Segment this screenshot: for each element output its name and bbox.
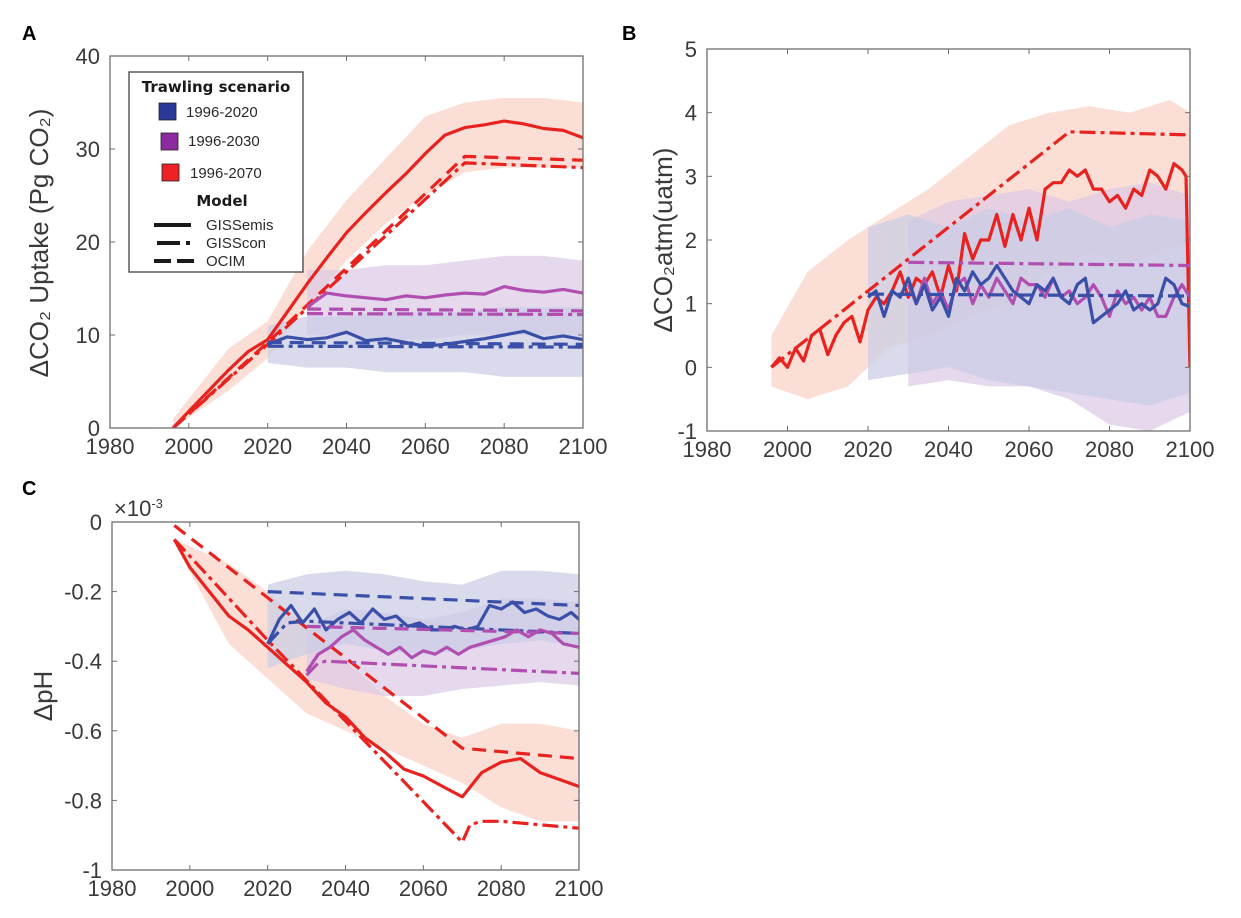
series-1996-2070-ocim <box>173 524 579 761</box>
y-axis-label: ΔCO₂ Uptake (Pg CO₂) <box>24 109 54 378</box>
series-1996-2070-gissemis <box>770 162 1190 369</box>
x-tick-label: 2060 <box>1005 437 1054 462</box>
series-1996-2030-gisscon <box>305 659 579 677</box>
y-tick-label: 40 <box>76 44 100 69</box>
series-1996-2020-gisscon <box>267 344 583 349</box>
legend-label-1996-2070: 1996-2070 <box>190 165 262 182</box>
series-1996-2030-ocim <box>307 307 583 313</box>
series-1996-2070-gissemis <box>172 538 579 799</box>
y-tick-label: -1 <box>82 858 102 883</box>
legend-scenario-title: Trawling scenario <box>142 78 291 96</box>
legend-label-gisscon: GISScon <box>206 235 266 252</box>
panel-letter-c: C <box>22 478 36 500</box>
x-tick-label: 2000 <box>165 876 214 901</box>
series-1996-2020-ocim <box>267 340 583 346</box>
x-tick-label: 2080 <box>477 876 526 901</box>
y-tick-label: 0 <box>90 510 102 535</box>
panel-a-uptake: 1980 2000 2020 2040 2060 2080 2100 0 10 20 30 40 ΔCO… <box>24 44 607 459</box>
x-tick-label: 2040 <box>321 876 370 901</box>
plot-area <box>171 97 583 428</box>
x-tick-label: 2080 <box>480 434 529 459</box>
panel-c-ph: 1980 2000 2020 2040 2060 2080 2100 -1 -0.8 -0.6 -0… <box>28 496 603 901</box>
y-tick-label: 4 <box>685 101 697 126</box>
y-tick-label: 10 <box>76 323 100 348</box>
panel-letter-b: B <box>622 23 636 45</box>
legend-label-1996-2030: 1996-2030 <box>188 133 260 150</box>
y-tick-label: -0.6 <box>64 719 102 744</box>
y-tick-label: -0.8 <box>64 788 102 813</box>
y-tick-label: 0 <box>685 355 697 380</box>
x-tick-label: 2020 <box>844 437 893 462</box>
legend-swatch-1996-2020 <box>158 102 177 121</box>
series-1996-2030-gissemis <box>306 285 583 309</box>
series-1996-2020-ocim <box>267 590 579 608</box>
x-tick-label: 2040 <box>924 437 973 462</box>
plot-area <box>770 99 1190 431</box>
series-1996-2020-gissemis <box>867 263 1190 325</box>
series-1996-2070-gissemis <box>171 119 583 428</box>
x-tick-label: 2000 <box>164 434 213 459</box>
series-1996-2020-gissemis <box>266 600 579 645</box>
x-tick-label: 2060 <box>401 434 450 459</box>
x-tick-label: 2020 <box>243 434 292 459</box>
x-tick-label: 1980 <box>86 434 135 459</box>
y-tick-label: -0.2 <box>64 580 102 605</box>
series-1996-2070-gisscon <box>173 538 579 844</box>
series-1996-2070-gisscon <box>770 130 1190 369</box>
x-tick-label: 1980 <box>88 876 137 901</box>
y-multiplier: ×10-3 <box>114 496 163 521</box>
y-tick-label: 0 <box>88 416 100 441</box>
series-1996-2030-gisscon <box>908 260 1190 268</box>
series-1996-2070-gisscon <box>172 161 583 428</box>
x-tick-label: 1980 <box>683 437 732 462</box>
x-tick-label: 2040 <box>322 434 371 459</box>
panel-b-atm-co2: 1980 2000 2020 2040 2060 2080 2100 -1 0 1 2 3 4 5 ΔCO₂… <box>648 37 1214 462</box>
y-tick-label: 20 <box>76 230 100 255</box>
x-tick-label: 2100 <box>1166 437 1215 462</box>
plot-area <box>172 524 579 844</box>
x-tick-label: 2020 <box>243 876 292 901</box>
series-1996-2030-gisscon <box>307 312 583 317</box>
series-1996-2020-gisscon <box>266 619 579 645</box>
x-tick-label: 2100 <box>555 876 604 901</box>
legend-model-title: Model <box>196 192 247 210</box>
series-1996-2030-ocim <box>306 624 579 635</box>
y-tick-label: 30 <box>76 137 100 162</box>
legend-swatch-1996-2030 <box>160 132 179 151</box>
legend-swatch-1996-2070 <box>161 163 180 182</box>
y-tick-label: 1 <box>685 292 697 317</box>
x-tick-label: 2100 <box>559 434 608 459</box>
y-tick-label: 3 <box>685 164 697 189</box>
y-tick-label: -0.4 <box>64 649 102 674</box>
x-tick-label: 2080 <box>1085 437 1134 462</box>
y-axis-label: ΔCO₂atm(uatm) <box>648 148 678 333</box>
legend-box <box>128 71 304 273</box>
series-1996-2030-gissemis <box>305 628 579 673</box>
legend-label-1996-2020: 1996-2020 <box>186 104 258 121</box>
x-tick-label: 2000 <box>763 437 812 462</box>
band-1996-2020-range <box>868 208 1190 406</box>
x-tick-label: 2060 <box>399 876 448 901</box>
legend-label-gissemis: GISSemis <box>206 217 274 234</box>
y-axis-label: ΔpH <box>28 671 58 722</box>
y-tick-label: 5 <box>685 37 697 62</box>
legend-label-ocim: OCIM <box>206 253 245 270</box>
y-tick-label: 2 <box>685 228 697 253</box>
legend: Trawling scenario 1996-2020 1996-2030 19… <box>128 71 304 273</box>
panel-letter-a: A <box>22 23 36 45</box>
y-tick-label: -1 <box>677 419 697 444</box>
